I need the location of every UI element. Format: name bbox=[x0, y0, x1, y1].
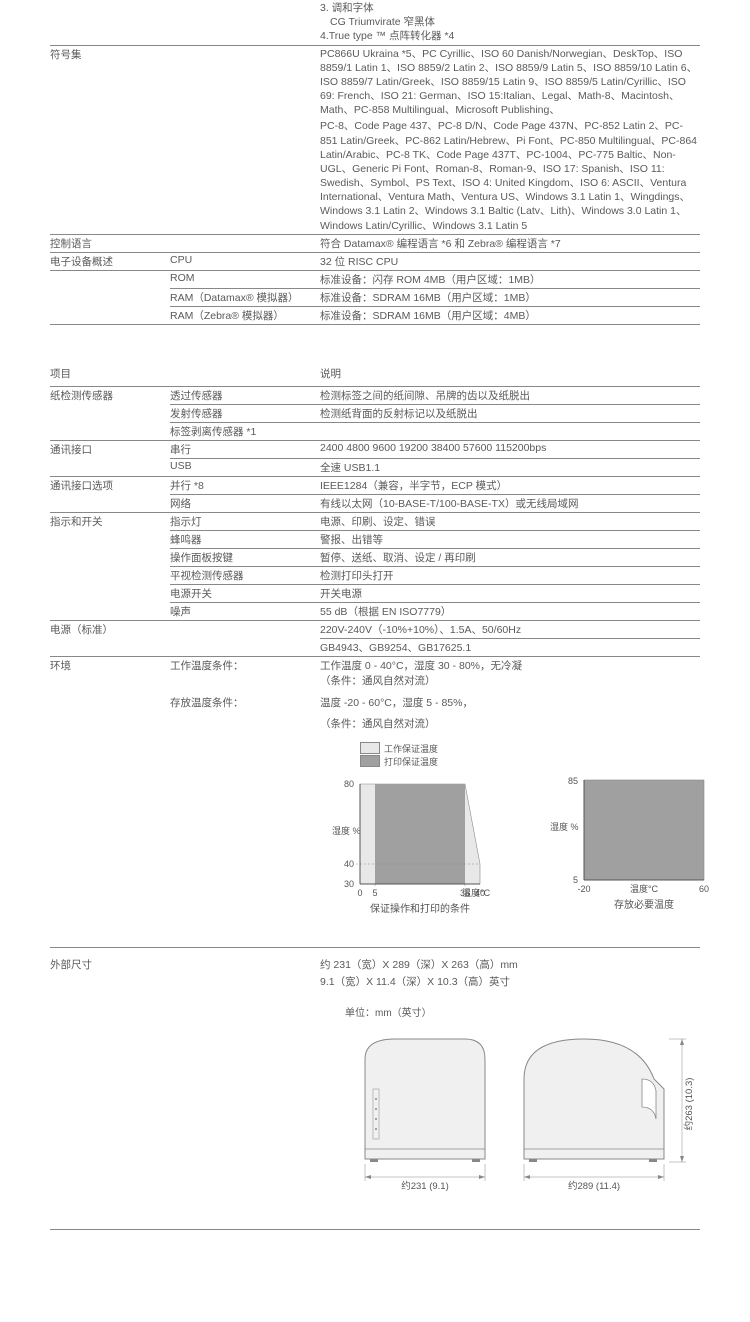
comm-r2v: 全速 USB1.1 bbox=[320, 458, 700, 476]
svg-text:约263 (10.3): 约263 (10.3) bbox=[683, 1077, 695, 1130]
commopt-r2v: 有线以太网（10-BASE-T/100-BASE-TX）或无线局域网 bbox=[320, 494, 700, 512]
comm-r1v: 2400 4800 9600 19200 38400 57600 115200b… bbox=[320, 441, 700, 455]
power-label: 电源（标准） bbox=[50, 621, 170, 638]
dims-line2: 9.1（宽）X 11.4（深）X 10.3（高）英寸 bbox=[320, 972, 700, 989]
control-lang-value: 符合 Datamax® 编程语言 *6 和 Zebra® 编程语言 *7 bbox=[320, 235, 700, 252]
svg-text:0: 0 bbox=[357, 888, 362, 898]
edev-ram2-k: RAM（Zebra® 模拟器） bbox=[170, 306, 320, 324]
control-lang-label: 控制语言 bbox=[50, 235, 170, 252]
indic-r3k: 操作面板按键 bbox=[170, 548, 320, 566]
env-k2: 存放温度条件： bbox=[170, 689, 320, 711]
hdr-item: 项目 bbox=[50, 365, 170, 382]
svg-text:湿度 %: 湿度 % bbox=[332, 825, 361, 836]
svg-text:保证操作和打印的条件: 保证操作和打印的条件 bbox=[370, 902, 470, 915]
paper-r1v: 检测标签之间的纸间隙、吊牌的齿以及纸脱出 bbox=[320, 387, 700, 404]
svg-text:约289 (11.4): 约289 (11.4) bbox=[568, 1180, 620, 1192]
svg-text:85: 85 bbox=[568, 776, 578, 786]
indic-r2v: 警报、出错等 bbox=[320, 530, 700, 548]
svg-text:30: 30 bbox=[344, 879, 354, 889]
env-k1: 工作温度条件： bbox=[170, 657, 320, 674]
paper-label: 纸检测传感器 bbox=[50, 387, 170, 404]
paper-r2k: 发射传感器 bbox=[170, 404, 320, 422]
commopt-r1v: IEEE1284（兼容，半字节，ECP 模式） bbox=[320, 477, 700, 494]
edev-rom-v: 标准设备：闪存 ROM 4MB（用户区域：1MB） bbox=[320, 270, 700, 288]
env-v1b: （条件：通风自然对流） bbox=[320, 673, 700, 688]
dims-line1: 约 231（宽）X 289（深）X 263（高）mm bbox=[320, 957, 700, 972]
font-line4: 4.True type ™ 点阵转化器 *4 bbox=[320, 29, 700, 43]
dims-label: 外部尺寸 bbox=[50, 956, 170, 973]
chart1-svg: 304080053540湿度 %温度°C保证操作和打印的条件 bbox=[320, 774, 500, 924]
env-v2a: 温度 -20 - 60°C，湿度 5 - 85%， bbox=[320, 695, 700, 710]
comm-label: 通讯接口 bbox=[50, 441, 170, 458]
chart2-svg: 855-2060湿度 %温度°C存放必要温度 bbox=[540, 770, 720, 920]
env-v2b: （条件：通风自然对流） bbox=[320, 710, 700, 731]
svg-text:温度°C: 温度°C bbox=[462, 887, 491, 898]
indic-r4v: 检测打印头打开 bbox=[320, 566, 700, 584]
svg-text:存放必要温度: 存放必要温度 bbox=[614, 898, 674, 911]
power-r1: 220V-240V（-10%+10%）、1.5A、50/60Hz bbox=[320, 621, 700, 638]
symbolset-block1: PC866U Ukraina *5、PC Cyrillic、ISO 60 Dan… bbox=[320, 47, 700, 118]
storage-chart: 855-2060湿度 %温度°C存放必要温度 bbox=[540, 742, 720, 927]
indic-r3v: 暂停、送纸、取消、设定 / 再印刷 bbox=[320, 548, 700, 566]
indic-r6k: 噪声 bbox=[170, 602, 320, 620]
indic-r1v: 电源、印刷、设定、错误 bbox=[320, 513, 700, 530]
svg-text:约231 (9.1): 约231 (9.1) bbox=[401, 1180, 449, 1192]
operating-chart: 工作保证温度 打印保证温度 304080053540湿度 %温度°C保证操作和打… bbox=[320, 742, 500, 927]
hdr-desc: 说明 bbox=[320, 365, 700, 382]
paper-r2v: 检测纸背面的反射标记以及纸脱出 bbox=[320, 404, 700, 422]
env-v1a: 工作温度 0 - 40°C，湿度 30 - 80%，无冷凝 bbox=[320, 658, 700, 673]
dimension-diagram: 约231 (9.1) 约289 (11.4) 约263 (10.3) bbox=[50, 1019, 700, 1209]
comm-r2k: USB bbox=[170, 458, 320, 473]
env-label: 环境 bbox=[50, 657, 170, 674]
indic-r5v: 开关电源 bbox=[320, 584, 700, 602]
edev-ram1-v: 标准设备：SDRAM 16MB（用户区域：1MB） bbox=[320, 288, 700, 306]
legend1: 工作保证温度 bbox=[384, 742, 438, 755]
indic-r2k: 蜂鸣器 bbox=[170, 530, 320, 548]
paper-r3k: 标签剥离传感器 *1 bbox=[170, 422, 320, 440]
symbolset-label: 符号集 bbox=[50, 46, 170, 63]
indic-r5k: 电源开关 bbox=[170, 584, 320, 602]
svg-text:5: 5 bbox=[372, 888, 377, 898]
edev-ram2-v: 标准设备：SDRAM 16MB（用户区域：4MB） bbox=[320, 306, 700, 324]
edev-label: 电子设备概述 bbox=[50, 253, 170, 270]
indic-label: 指示和开关 bbox=[50, 513, 170, 530]
power-r2: GB4943、GB9254、GB17625.1 bbox=[320, 638, 700, 656]
indic-r1k: 指示灯 bbox=[170, 513, 320, 530]
svg-text:温度°C: 温度°C bbox=[630, 883, 659, 894]
indic-r6v: 55 dB（根据 EN ISO7779） bbox=[320, 602, 700, 620]
svg-text:湿度 %: 湿度 % bbox=[550, 821, 579, 832]
dims-unit: 单位：mm（英寸） bbox=[50, 990, 700, 1019]
paper-r1k: 透过传感器 bbox=[170, 387, 320, 404]
commopt-r1k: 并行 *8 bbox=[170, 477, 320, 494]
symbolset-block2: PC-8、Code Page 437、PC-8 D/N、Code Page 43… bbox=[320, 119, 700, 232]
edev-rom-k: ROM bbox=[170, 270, 320, 285]
indic-r4k: 平视检测传感器 bbox=[170, 566, 320, 584]
font-line3b: CG Triumvirate 窄黑体 bbox=[320, 15, 700, 29]
svg-text:60: 60 bbox=[699, 884, 709, 894]
commopt-label: 通讯接口选项 bbox=[50, 477, 170, 494]
svg-text:40: 40 bbox=[344, 859, 354, 869]
edev-cpu-v: 32 位 RISC CPU bbox=[320, 253, 700, 270]
commopt-r2k: 网络 bbox=[170, 494, 320, 512]
legend2: 打印保证温度 bbox=[384, 755, 438, 768]
comm-r1k: 串行 bbox=[170, 441, 320, 458]
svg-text:80: 80 bbox=[344, 779, 354, 789]
edev-cpu-k: CPU bbox=[170, 253, 320, 267]
edev-ram1-k: RAM（Datamax® 模拟器） bbox=[170, 288, 320, 306]
font-line3: 3. 调和字体 bbox=[320, 1, 700, 15]
svg-text:-20: -20 bbox=[577, 884, 590, 894]
